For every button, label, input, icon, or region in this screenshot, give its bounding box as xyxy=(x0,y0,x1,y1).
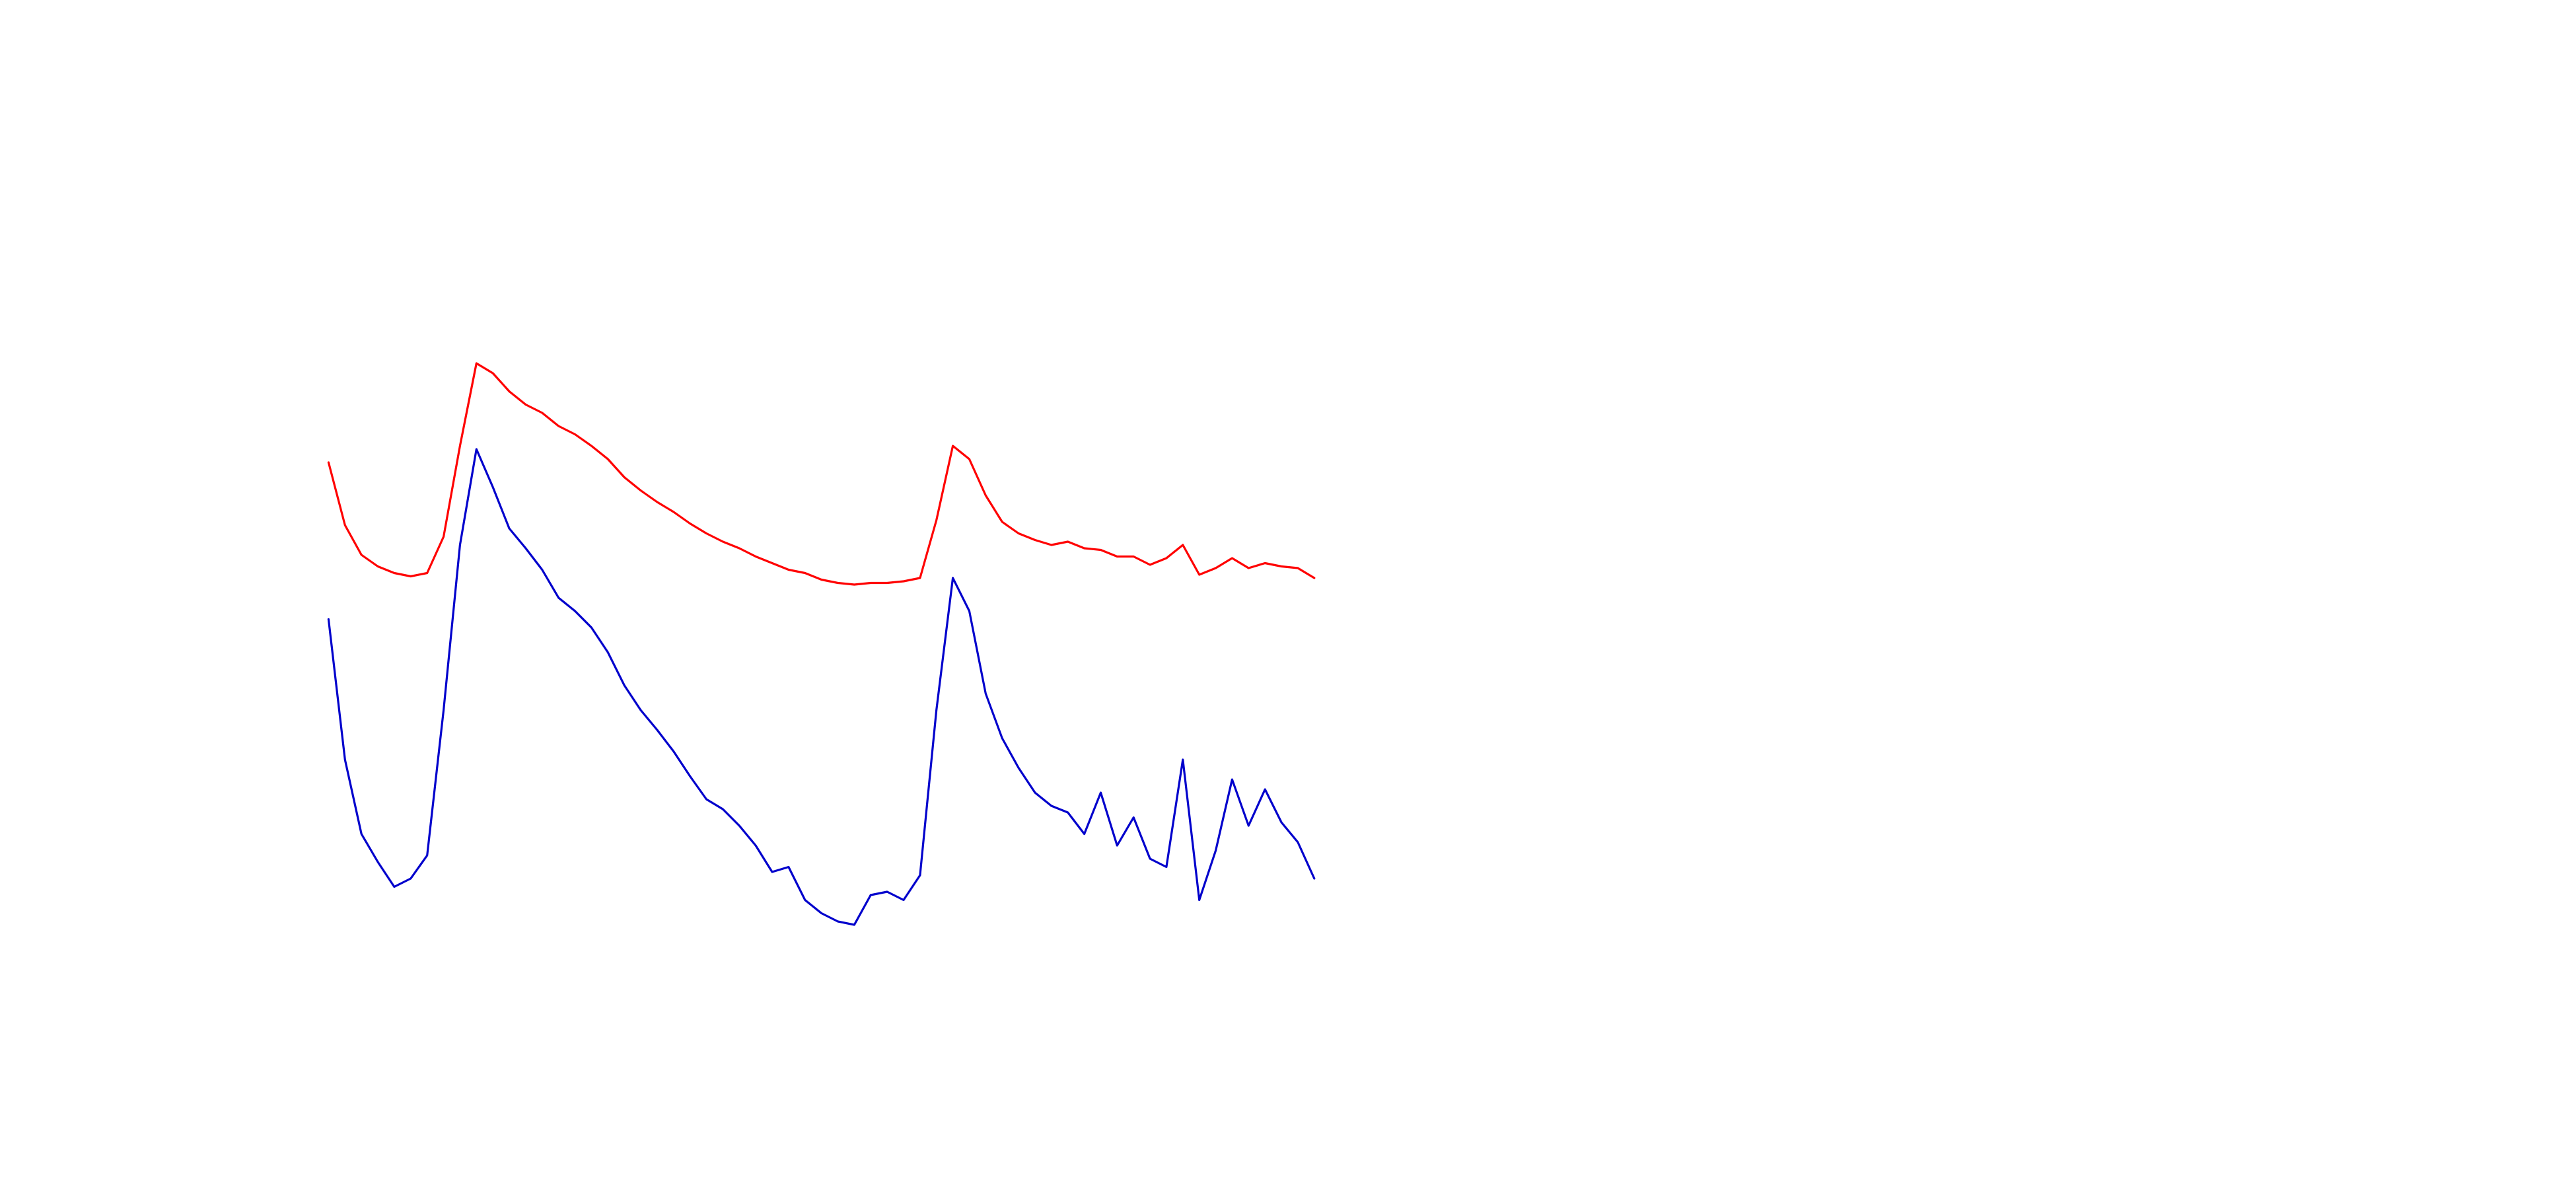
series-line xyxy=(327,448,1316,926)
series-line xyxy=(327,362,1316,586)
